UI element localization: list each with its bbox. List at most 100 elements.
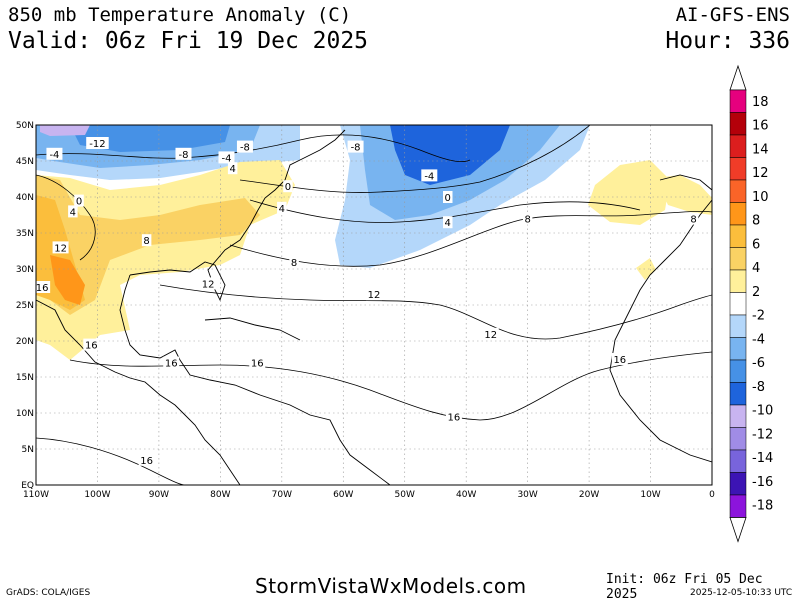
contour-label: 16 (613, 355, 626, 366)
contour-label: 12 (54, 243, 67, 254)
contour-label: 12 (484, 330, 497, 341)
init-time: Init: 06z Fri 05 Dec 2025 (606, 572, 763, 602)
contour-label-bg (200, 277, 217, 290)
contour-label-bg (138, 453, 155, 466)
lon-label: 110W (23, 490, 49, 500)
cold-shading-north-core (70, 125, 230, 152)
colorbar-swatch (729, 179, 747, 203)
contour-label: 0 (285, 182, 291, 193)
gulf-caribbean-coast (119, 274, 391, 485)
contour-12 (159, 284, 712, 340)
forecast-hour: Hour: 336 (665, 28, 790, 54)
contour-label: 12 (368, 290, 381, 301)
contour-label-bg (421, 169, 438, 182)
lat-label: 5N (22, 445, 34, 455)
colorbar-label: 18 (752, 95, 769, 110)
lon-label: 40W (456, 490, 476, 500)
map-frame (35, 124, 713, 486)
contour-label-bg (482, 327, 499, 340)
lon-label: 0 (709, 490, 715, 500)
lat-label: 35N (16, 229, 34, 239)
contour-label-bg (227, 162, 238, 175)
contour-minus4-north (36, 134, 471, 163)
colorbar-label: 4 (752, 261, 760, 276)
contour-label-bg (141, 234, 152, 247)
timestamp: 2025-12-05-10:33 UTC (690, 588, 793, 598)
coastlines (36, 129, 712, 485)
lon-label: 90W (149, 490, 169, 500)
colorbar-bottom-arrow (729, 517, 747, 543)
gulf-atlantic-coast-us (129, 129, 346, 302)
colorbar-label: 8 (752, 214, 760, 229)
contour-label-bg (36, 281, 51, 293)
contour-label-bg (442, 191, 453, 203)
colorbar-label: -14 (752, 451, 773, 466)
map-title: 850 mb Temperature Anomaly (C) (8, 4, 352, 26)
colorbar-swatches (729, 64, 747, 543)
lon-label: 80W (210, 490, 230, 500)
contour-label: 16 (251, 359, 264, 370)
colorbar-swatch (729, 202, 747, 226)
valid-time: Valid: 06z Fri 19 Dec 2025 (8, 28, 369, 54)
contour-label: -4 (424, 171, 434, 182)
contour-label: 12 (202, 279, 215, 290)
contour-label-bg (366, 288, 382, 301)
colorbar-swatch (729, 112, 747, 136)
contour-label: 16 (140, 456, 153, 467)
lat-label: 15N (16, 373, 34, 383)
contour-label-bg (347, 140, 364, 153)
contour-label: -4 (49, 150, 59, 161)
contour-label: 8 (291, 258, 297, 269)
lon-label: 20W (579, 490, 599, 500)
colorbar-label: 6 (752, 237, 760, 252)
colorbar-swatch (729, 404, 747, 428)
contour-label-bg (68, 205, 78, 218)
site-name: StormVistaWxModels.com (255, 574, 527, 598)
contour-label: 0 (76, 197, 82, 208)
contour-16-south (36, 437, 186, 485)
colorbar-label: -2 (752, 309, 765, 324)
contour-label-bg (86, 137, 109, 149)
contour-label: 4 (445, 218, 451, 229)
colorbar-swatch (729, 427, 747, 451)
colorbar-swatch (729, 269, 747, 293)
lat-label: 40N (16, 193, 34, 203)
contour-4-west (36, 174, 96, 261)
colorbar-swatch (729, 89, 747, 113)
lon-label: 60W (333, 490, 353, 500)
colorbar-labels: 18 16 14 12 10 8 6 4 2 -2 -4 -6 -8 -10 -12 -14 -16 -18 (752, 95, 773, 514)
contour-label: -8 (240, 143, 250, 154)
colorbar-label: 14 (752, 142, 769, 157)
lon-label: 30W (517, 490, 537, 500)
lon-label: 10W (640, 490, 660, 500)
contour-label-bg (445, 410, 462, 423)
contour-label-bg (46, 147, 63, 160)
contour-label-bg (74, 194, 84, 207)
contour-4 (249, 199, 641, 223)
lon-label: 50W (395, 490, 415, 500)
contour-label-bg (163, 356, 180, 369)
lat-label: 10N (16, 409, 34, 419)
contour-label-bg (522, 212, 533, 225)
contour-label: 8 (690, 215, 696, 226)
colorbar-label: 12 (752, 166, 769, 181)
colorbar: 18 16 14 12 10 8 6 4 2 -2 -4 -6 -8 -10 -12 -14 -16 -18 (729, 64, 773, 543)
contour-lines (36, 125, 712, 485)
contour-label-bg (249, 356, 266, 369)
lat-label: 45N (16, 157, 34, 167)
contour-0 (239, 125, 591, 193)
colorbar-swatch (729, 359, 747, 383)
contour-label: 4 (229, 164, 235, 175)
contour-label: 16 (165, 359, 178, 370)
colorbar-swatch (729, 247, 747, 271)
contour-label: -8 (178, 150, 188, 161)
colorbar-swatch (729, 382, 747, 406)
contour-label-bg (611, 353, 628, 365)
contour-label-bg (283, 180, 293, 193)
contour-label-bg (83, 338, 100, 351)
lat-lon-grid (36, 125, 712, 485)
colorbar-label: -16 (752, 475, 773, 490)
contour-label: -8 (351, 143, 361, 154)
contour-label: 0 (445, 193, 451, 204)
